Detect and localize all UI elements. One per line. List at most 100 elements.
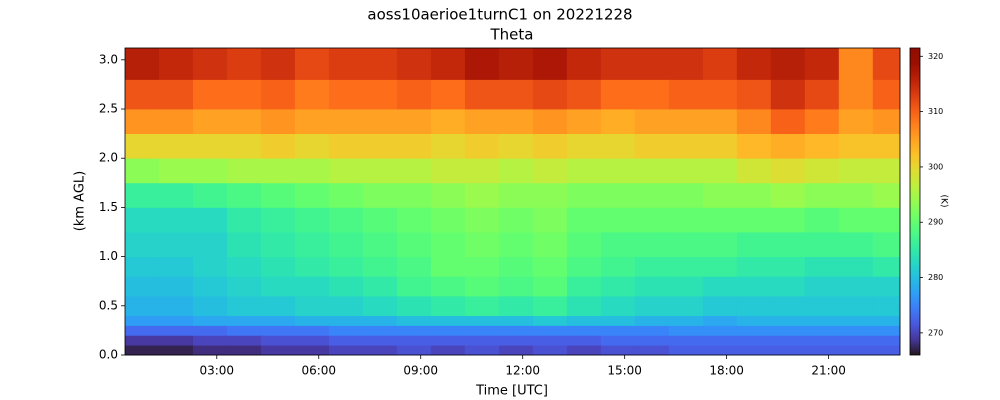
heatmap-cell <box>226 182 262 208</box>
heatmap-cell <box>804 256 840 277</box>
heatmap-cell <box>125 315 160 326</box>
heatmap-cell <box>532 276 568 297</box>
heatmap-cell <box>396 276 432 297</box>
heatmap-cell <box>226 158 262 184</box>
heatmap-cell <box>158 315 194 326</box>
heatmap-cell <box>362 133 398 159</box>
heatmap-cell <box>566 256 602 277</box>
heatmap-cell <box>158 256 194 277</box>
heatmap-cell <box>804 79 840 110</box>
heatmap-cell <box>498 345 534 356</box>
heatmap-cell <box>498 325 534 336</box>
heatmap-cell <box>634 345 670 356</box>
heatmap-cell <box>328 182 364 208</box>
heatmap-cell <box>804 133 840 159</box>
heatmap-cell <box>532 182 568 208</box>
heatmap-cell <box>260 345 296 356</box>
heatmap-cell <box>532 345 568 356</box>
heatmap-cell <box>260 232 296 258</box>
heatmap-cell <box>396 335 432 346</box>
heatmap-cell <box>600 133 636 159</box>
heatmap-cell <box>328 295 364 317</box>
heatmap-cell <box>396 79 432 110</box>
heatmap-cell <box>430 182 466 208</box>
heatmap-cell <box>634 315 670 326</box>
heatmap-cell <box>464 295 500 317</box>
heatmap-cell <box>634 182 670 208</box>
heatmap-cell <box>294 315 330 326</box>
heatmap-cell <box>838 48 874 80</box>
heatmap-cell <box>566 335 602 346</box>
heatmap-cell <box>702 345 738 356</box>
y-axis-label: (km AGL) <box>73 171 88 231</box>
heatmap-cell <box>600 182 636 208</box>
heatmap-cell <box>702 335 738 346</box>
heatmap-cell <box>158 325 194 336</box>
heatmap-cell <box>566 325 602 336</box>
heatmap-cell <box>328 256 364 277</box>
heatmap-cell <box>125 182 160 208</box>
heatmap-cell <box>430 345 466 356</box>
heatmap-cell <box>702 276 738 297</box>
heatmap-cell <box>736 256 772 277</box>
heatmap-cell <box>600 325 636 336</box>
heatmap-cell <box>464 48 500 80</box>
heatmap-cell <box>294 109 330 135</box>
heatmap-cell <box>226 325 262 336</box>
heatmap-cell <box>464 79 500 110</box>
colorbar-tick-label: 310 <box>928 107 943 116</box>
heatmap-cell <box>634 325 670 336</box>
heatmap-cell <box>396 109 432 135</box>
heatmap-cell <box>396 315 432 326</box>
heatmap-cell <box>328 232 364 258</box>
heatmap-cell <box>736 315 772 326</box>
heatmap-cell <box>328 335 364 346</box>
heatmap-cell <box>396 207 432 233</box>
heatmap-cell <box>838 325 874 336</box>
heatmap-cell <box>872 295 901 317</box>
heatmap-cell <box>838 207 874 233</box>
heatmap-cell <box>770 158 806 184</box>
heatmap-cell <box>125 335 160 346</box>
heatmap-cell <box>770 325 806 336</box>
heatmap-cell <box>838 79 874 110</box>
heatmap-cell <box>498 315 534 326</box>
heatmap-cell <box>566 109 602 135</box>
heatmap-cell <box>226 48 262 80</box>
heatmap-cell <box>872 79 901 110</box>
heatmap-cell <box>600 48 636 80</box>
heatmap-cell <box>532 79 568 110</box>
heatmap-cell <box>668 335 704 346</box>
heatmap-cell <box>125 109 160 135</box>
heatmap-cell <box>668 295 704 317</box>
heatmap-cell <box>125 295 160 317</box>
heatmap-cell <box>192 335 228 346</box>
heatmap-cell <box>362 158 398 184</box>
heatmap-cell <box>702 109 738 135</box>
heatmap-cell <box>838 109 874 135</box>
heatmap-cell <box>498 232 534 258</box>
heatmap-cell <box>260 315 296 326</box>
heatmap-cell <box>838 256 874 277</box>
heatmap-cell <box>192 133 228 159</box>
heatmap-cell <box>702 79 738 110</box>
heatmap-cell <box>192 158 228 184</box>
heatmap-cell <box>566 158 602 184</box>
heatmap-cell <box>804 276 840 297</box>
heatmap-cell <box>668 133 704 159</box>
heatmap-cell <box>566 79 602 110</box>
heatmap-cell <box>158 79 194 110</box>
heatmap-cell <box>770 315 806 326</box>
heatmap-cell <box>192 207 228 233</box>
heatmap-cell <box>838 295 874 317</box>
heatmap-cell <box>464 256 500 277</box>
heatmap-cell <box>362 345 398 356</box>
heatmap-cell <box>838 315 874 326</box>
heatmap-cell <box>498 256 534 277</box>
heatmap-cell <box>430 207 466 233</box>
heatmap-cell <box>362 315 398 326</box>
heatmap-cell <box>430 48 466 80</box>
heatmap-cell <box>464 158 500 184</box>
heatmap-cell <box>702 182 738 208</box>
heatmap-cell <box>736 345 772 356</box>
